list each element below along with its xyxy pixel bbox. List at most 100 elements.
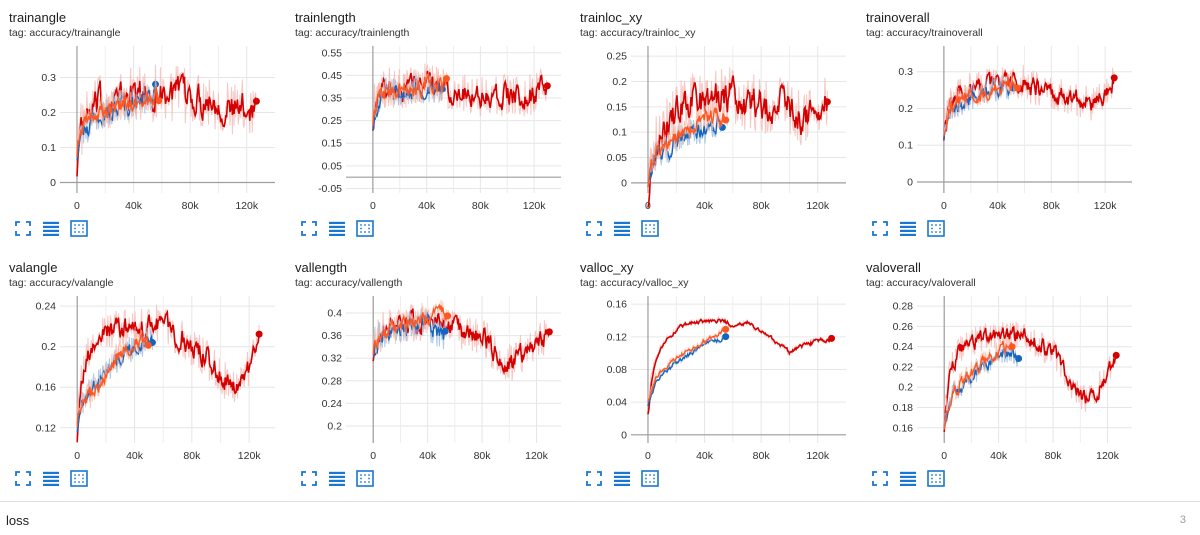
- chart-title: valangle: [9, 260, 58, 275]
- series-end-dot-red: [255, 330, 263, 338]
- series-line-blue: [76, 84, 157, 161]
- lines-icon[interactable]: [328, 470, 346, 486]
- chart-plot[interactable]: 0 0.1 0.2 0.3 0 40k 80k 120k: [857, 38, 1142, 213]
- y-tick-label: 0: [907, 176, 913, 188]
- chart-toolbar: [585, 469, 659, 487]
- chart-plot[interactable]: 0.12 0.16 0.2 0.24 0 40k 80k 120k: [0, 288, 285, 463]
- y-tick-label: 0.45: [322, 70, 343, 82]
- series-end-dot-red: [545, 328, 553, 336]
- chart-plot[interactable]: 0.16 0.18 0.2 0.22 0.24 0.26 0.28 0 40k 80k 120k: [857, 288, 1142, 463]
- y-tick-label: 0.15: [322, 138, 343, 150]
- chart-tag: tag: accuracy/valoverall: [866, 277, 976, 289]
- expand-icon[interactable]: [14, 220, 32, 236]
- lines-icon[interactable]: [613, 470, 631, 486]
- y-tick-label: 0.15: [607, 101, 628, 113]
- chart-plot[interactable]: 0 0.04 0.08 0.12 0.16 0 40k 80k 120k: [571, 288, 856, 463]
- series-end-dot-red: [828, 334, 836, 342]
- y-tick-label: 0.2: [41, 341, 56, 353]
- series-line-blue: [647, 336, 727, 407]
- lines-icon[interactable]: [899, 470, 917, 486]
- x-tick-label: 120k: [1094, 200, 1118, 212]
- x-tick-label: 40k: [696, 200, 714, 212]
- series-end-dot-blue: [722, 333, 730, 341]
- x-tick-label: 120k: [806, 200, 830, 212]
- chart-plot[interactable]: -0.05 0.05 0.15 0.25 0.35 0.45 0.55 0 40k 80k 120k: [286, 38, 571, 213]
- x-tick-label: 0: [941, 450, 947, 462]
- x-tick-label: 120k: [523, 200, 547, 212]
- grid-lines: [346, 46, 561, 193]
- y-tick-label: 0.3: [41, 72, 56, 84]
- chart-card-valloc_xy: valloc_xy tag: accuracy/valloc_xy 0 0.04 0.0…: [571, 250, 856, 495]
- expand-icon[interactable]: [585, 470, 603, 486]
- fit-domain-icon[interactable]: [927, 219, 945, 237]
- x-tick-label: 80k: [753, 450, 771, 462]
- fit-domain-icon[interactable]: [70, 469, 88, 487]
- y-tick-label: 0.2: [898, 382, 913, 394]
- y-tick-label: 0.05: [607, 152, 628, 164]
- y-tick-label: 0.55: [322, 47, 343, 59]
- fit-domain-icon[interactable]: [356, 219, 374, 237]
- series-line-orange: [372, 303, 449, 355]
- fit-domain-icon[interactable]: [641, 469, 659, 487]
- x-tick-label: 120k: [235, 200, 259, 212]
- expand-icon[interactable]: [871, 220, 889, 236]
- expand-icon[interactable]: [300, 220, 318, 236]
- chart-plot[interactable]: 0 0.1 0.2 0.3 0 40k 80k 120k: [0, 38, 285, 213]
- x-tick-label: 40k: [990, 450, 1008, 462]
- y-tick-label: 0.08: [607, 364, 628, 376]
- series-end-dot-orange: [722, 116, 730, 124]
- series-raw-orange: [372, 69, 447, 126]
- fit-domain-icon[interactable]: [641, 219, 659, 237]
- y-tick-label: 0.16: [36, 382, 57, 394]
- fit-domain-icon[interactable]: [356, 469, 374, 487]
- series-line-orange: [372, 73, 448, 126]
- chart-card-trainangle: trainangle tag: accuracy/trainangle 0 0.1 0.…: [0, 0, 285, 245]
- lines-icon[interactable]: [613, 220, 631, 236]
- series-line-orange: [76, 85, 160, 158]
- lines-icon[interactable]: [42, 470, 60, 486]
- x-tick-label: 0: [645, 450, 651, 462]
- expand-icon[interactable]: [871, 470, 889, 486]
- chart-toolbar: [585, 219, 659, 237]
- chart-tag: tag: accuracy/trainangle: [9, 27, 121, 39]
- lines-icon[interactable]: [42, 220, 60, 236]
- y-tick-label: 0.04: [607, 397, 628, 409]
- x-tick-label: 0: [74, 200, 80, 212]
- fit-domain-icon[interactable]: [70, 219, 88, 237]
- chart-tag: tag: accuracy/trainoverall: [866, 27, 983, 39]
- y-tick-label: 0.24: [322, 398, 343, 410]
- y-tick-label: 0.32: [322, 353, 343, 365]
- y-tick-label: 0.28: [322, 375, 343, 387]
- x-tick-label: 80k: [472, 200, 490, 212]
- series-end-dot-orange: [442, 75, 450, 83]
- x-tick-label: 40k: [125, 200, 143, 212]
- loss-section-header[interactable]: loss 3: [0, 502, 1200, 535]
- expand-icon[interactable]: [14, 470, 32, 486]
- fit-domain-icon[interactable]: [927, 469, 945, 487]
- expand-icon[interactable]: [585, 220, 603, 236]
- series-line-red: [647, 318, 833, 415]
- series-line-orange: [943, 77, 1019, 137]
- chart-toolbar: [300, 469, 374, 487]
- chart-card-trainoverall: trainoverall tag: accuracy/trainoverall 0 0…: [857, 0, 1142, 245]
- lines-icon[interactable]: [899, 220, 917, 236]
- chart-card-trainloc_xy: trainloc_xy tag: accuracy/trainloc_xy 0 0.0…: [571, 0, 856, 245]
- series-end-dot-red: [252, 97, 260, 105]
- chart-card-trainlength: trainlength tag: accuracy/trainlength -0.0…: [286, 0, 571, 245]
- series-end-dot-red: [1112, 351, 1120, 359]
- expand-icon[interactable]: [300, 470, 318, 486]
- x-tick-label: 120k: [525, 450, 549, 462]
- series-end-dot-blue: [441, 327, 449, 335]
- chart-card-vallength: vallength tag: accuracy/vallength 0.2 0.24 0…: [286, 250, 571, 495]
- x-tick-label: 0: [370, 450, 376, 462]
- series-line-orange: [76, 333, 149, 427]
- y-tick-label: 0: [621, 177, 627, 189]
- chart-toolbar: [871, 219, 945, 237]
- x-tick-label: 120k: [1096, 450, 1120, 462]
- chart-plot[interactable]: 00.050.10.150.20.250 40k 80k 120k: [571, 38, 856, 213]
- y-tick-label: 0: [50, 177, 56, 189]
- series-line-red: [76, 309, 260, 442]
- y-tick-label: 0.1: [41, 142, 56, 154]
- lines-icon[interactable]: [328, 220, 346, 236]
- chart-plot[interactable]: 0.2 0.24 0.28 0.32 0.36 0.4 0 40k 80k 120k: [286, 288, 571, 463]
